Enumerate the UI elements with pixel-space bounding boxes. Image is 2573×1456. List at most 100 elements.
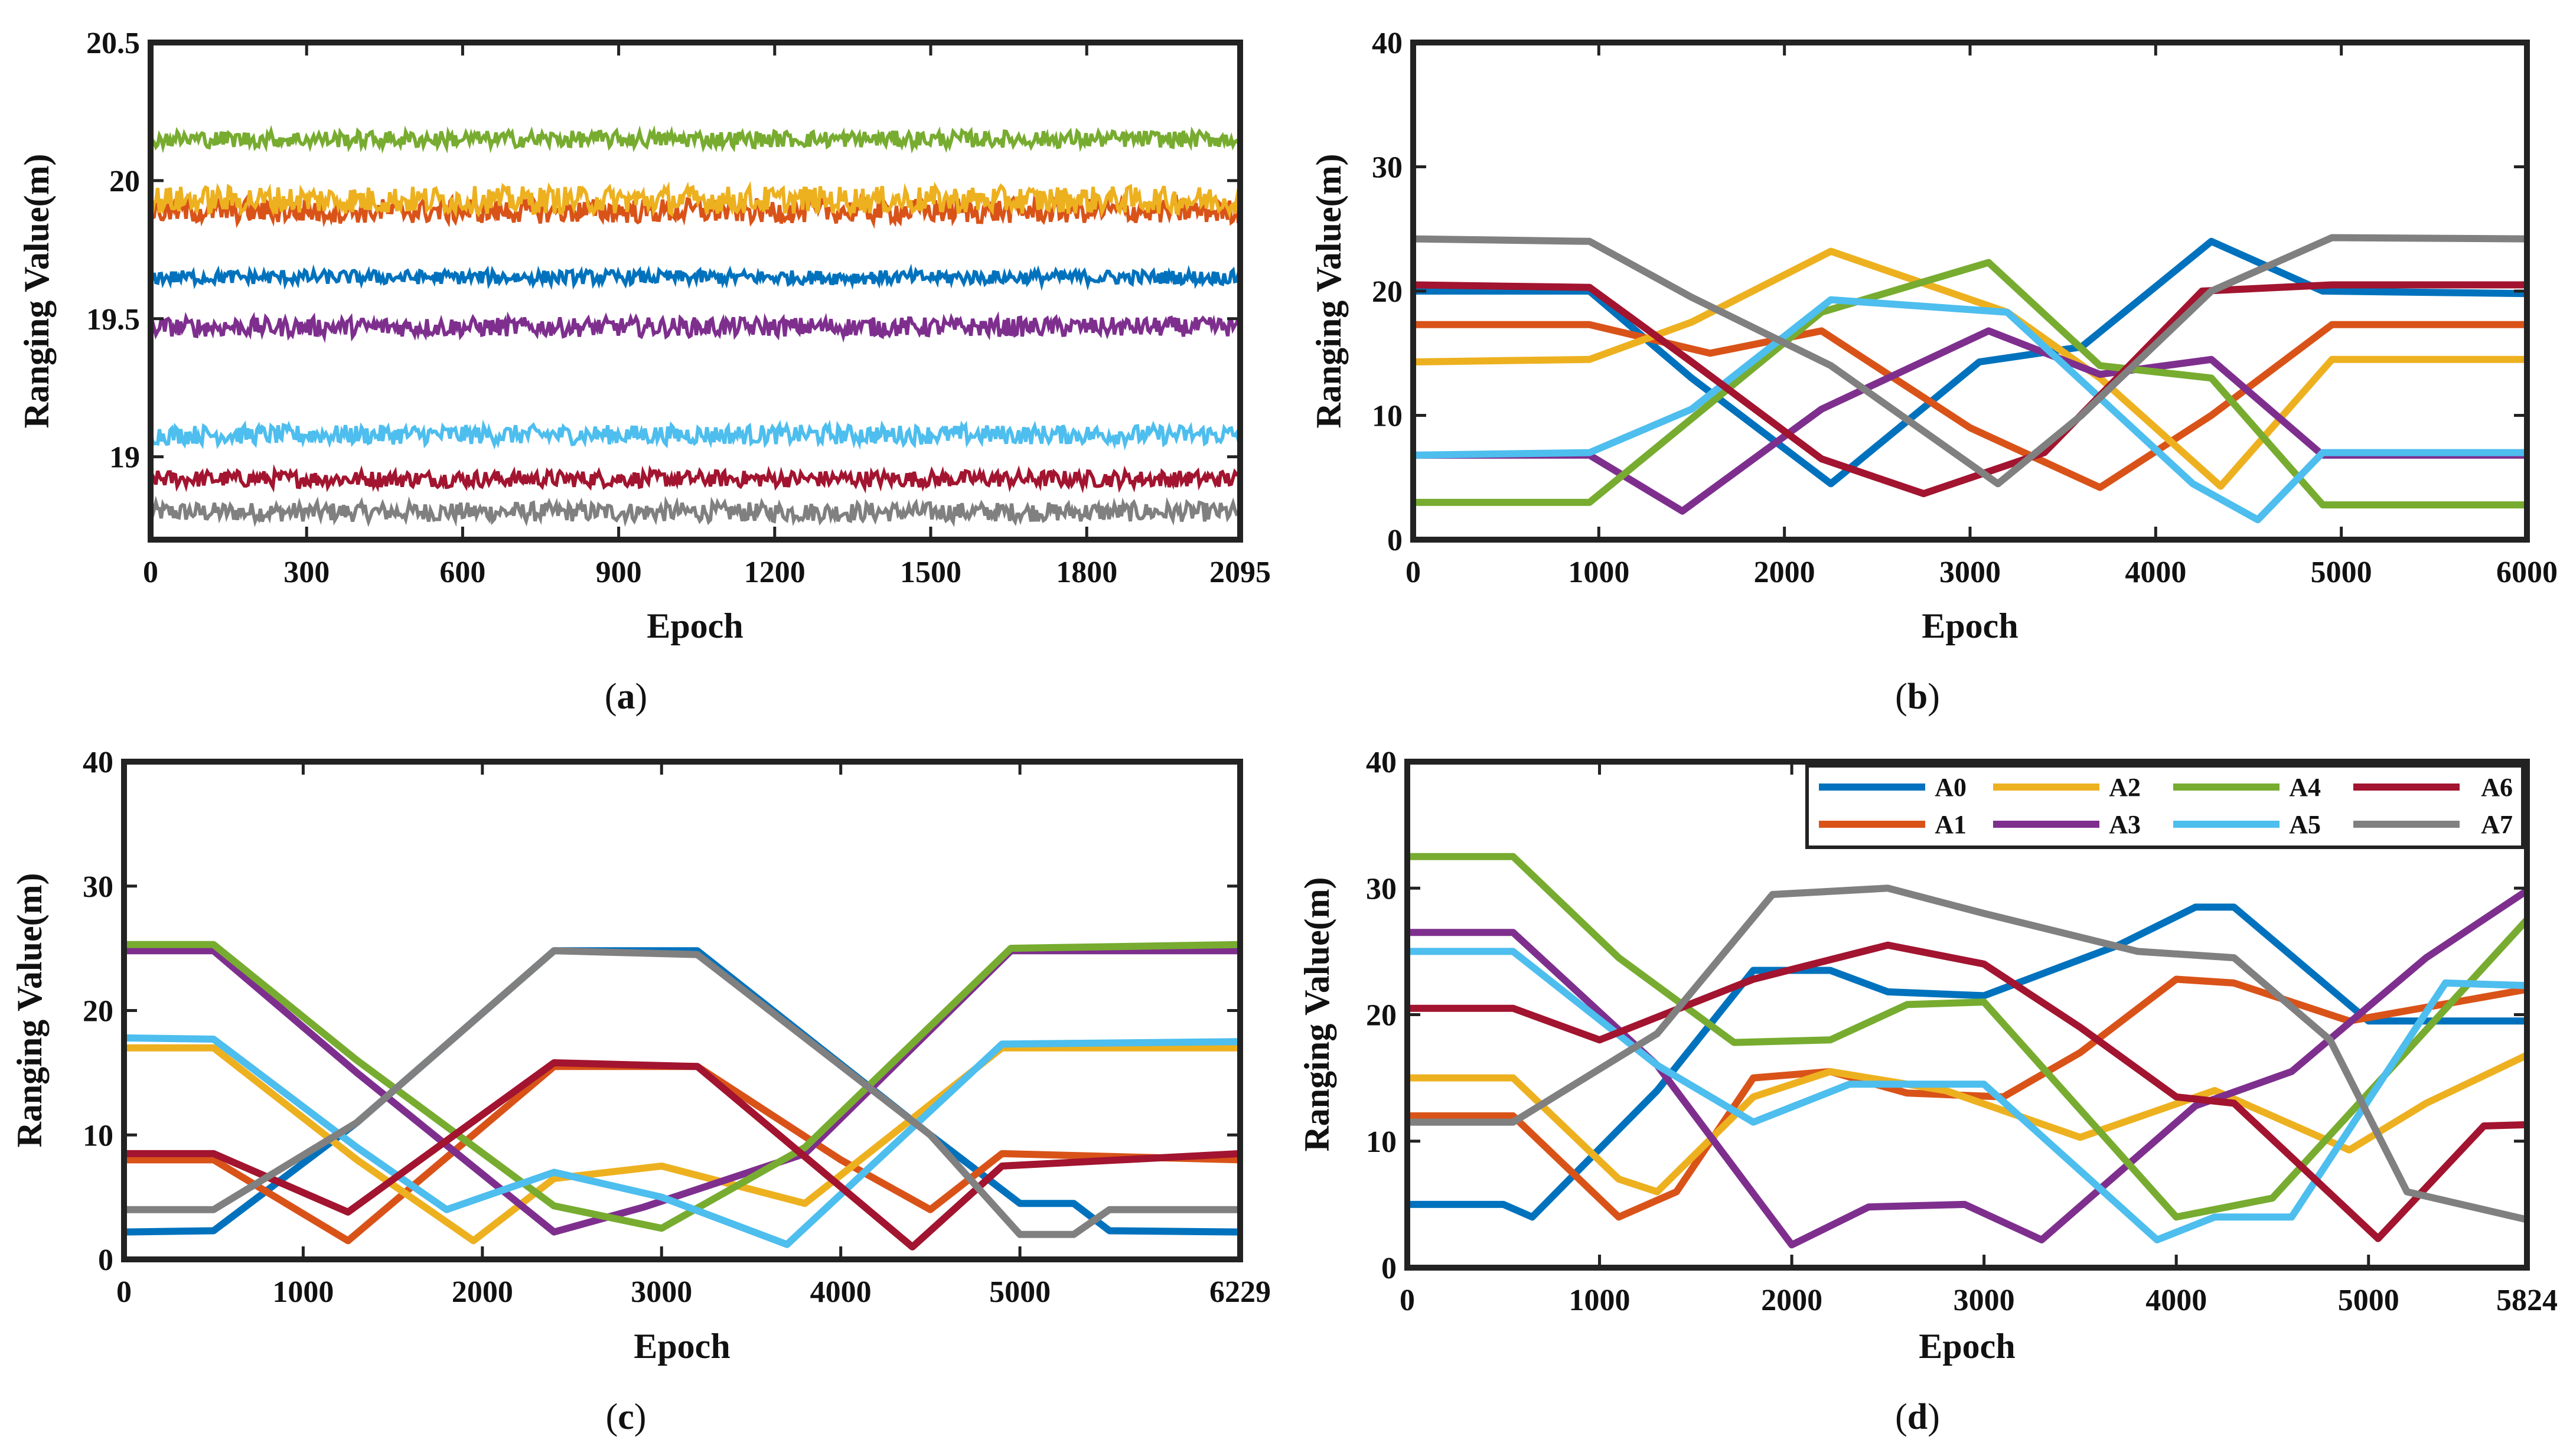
panel-b-xtick-label: 3000 xyxy=(1939,556,2001,589)
panel-d-series-a7 xyxy=(1407,884,2527,1223)
panel-d-caption-letter: d xyxy=(1907,1397,1928,1437)
panel-d-series-a4 xyxy=(1407,853,2527,1221)
panel-a-xtick-label: 1200 xyxy=(744,556,806,589)
panel-a-ytick-label: 19.5 xyxy=(86,303,140,337)
panel-b-caption-letter: b xyxy=(1907,677,1928,717)
panel-c-caption-open: ( xyxy=(606,1397,618,1437)
panel-c: 0 10 20 30 40 0 1000 2000 3000 4000 5000 6229 Epoc… xyxy=(10,746,1271,1437)
panel-b-ylabel: Ranging Value(m) xyxy=(1309,154,1348,428)
panel-a-xtick-label: 1500 xyxy=(900,556,961,589)
legend-label-a4: A4 xyxy=(2289,773,2321,802)
panel-c-ytick-label: 30 xyxy=(83,870,113,904)
panel-b: 0 10 20 30 40 0 1000 2000 3000 4000 5000 6000 Epoc… xyxy=(1309,27,2558,717)
panel-a-series-a6 xyxy=(151,464,1240,494)
panel-b-series xyxy=(1413,234,2527,524)
legend-item-a5: A5 xyxy=(2173,810,2321,839)
legend-item-a0: A0 xyxy=(1819,773,1967,802)
panel-c-caption: (c) xyxy=(606,1397,647,1437)
panel-a-caption-close: ) xyxy=(635,677,648,717)
panel-c-ytick-label: 20 xyxy=(83,995,113,1029)
panel-a-series-a5 xyxy=(151,419,1240,451)
panel-c-xtick-label: 0 xyxy=(116,1275,132,1309)
panel-d-xlabel: Epoch xyxy=(1919,1327,2015,1366)
panel-a-xtick-label: 2095 xyxy=(1209,556,1271,589)
legend-item-a3: A3 xyxy=(1993,810,2141,839)
panel-c-series-a4 xyxy=(124,941,1240,1232)
panel-b-xtick-label: 6000 xyxy=(2496,556,2558,589)
panel-b-xtick-label: 2000 xyxy=(1754,556,1815,589)
panel-b-series-a6 xyxy=(1413,281,2527,498)
panel-b-xlabel: Epoch xyxy=(1922,606,2018,645)
legend: A0 A2 A4 A6 A1 A3 xyxy=(1805,764,2525,849)
panel-d-xtick-label: 2000 xyxy=(1761,1284,1822,1317)
panel-b-caption-close: ) xyxy=(1928,677,1940,717)
panel-b-series-a0 xyxy=(1413,237,2527,488)
panel-b-xtick-label: 5000 xyxy=(2311,556,2372,589)
panel-a-series-a7 xyxy=(151,495,1240,527)
panel-a-xtick-label: 600 xyxy=(439,556,485,589)
panel-c-xtick-label: 4000 xyxy=(810,1275,872,1309)
panel-a-series-a0 xyxy=(151,263,1240,291)
panel-a-series-a4 xyxy=(151,125,1240,154)
panel-b-xtick-label: 0 xyxy=(1405,556,1421,589)
panel-d-ytick-label: 40 xyxy=(1366,746,1397,779)
panel-d-xtick-label: 1000 xyxy=(1569,1284,1630,1317)
legend-item-a6: A6 xyxy=(2353,773,2513,802)
panel-c-ytick-label: 40 xyxy=(83,746,113,779)
panel-b-yticks: 0 10 20 30 40 xyxy=(1372,27,2527,557)
panel-c-series-a5 xyxy=(124,1034,1240,1248)
panel-b-xtick-label: 1000 xyxy=(1568,556,1629,589)
legend-label-a5: A5 xyxy=(2289,810,2321,839)
panel-a-caption: (a) xyxy=(605,677,647,717)
panel-b-series-a4 xyxy=(1413,259,2527,509)
legend-label-a2: A2 xyxy=(2109,773,2141,802)
panel-b-ytick-label: 20 xyxy=(1372,275,1403,309)
panel-c-xticks: 0 1000 2000 3000 4000 5000 6229 xyxy=(116,762,1271,1309)
panel-a-xtick-label: 300 xyxy=(283,556,330,589)
panel-b-series-a7 xyxy=(1413,234,2527,488)
panel-d-xtick-label: 5824 xyxy=(2496,1284,2558,1317)
panel-d-xticks: 0 1000 2000 3000 4000 5000 5824 xyxy=(1400,762,2558,1317)
panel-a-ytick-label: 19 xyxy=(109,441,140,475)
panel-b-xtick-label: 4000 xyxy=(2125,556,2186,589)
legend-box xyxy=(1805,764,2525,849)
panel-d-caption: (d) xyxy=(1895,1397,1940,1437)
panel-c-xlabel: Epoch xyxy=(634,1327,730,1366)
panel-a-series-a3 xyxy=(151,311,1240,344)
panel-b-series-a1 xyxy=(1413,321,2527,491)
legend-label-a1: A1 xyxy=(1935,810,1967,839)
panel-a-series xyxy=(151,125,1240,527)
panel-d-caption-open: ( xyxy=(1895,1397,1907,1437)
panel-a-xtick-label: 1800 xyxy=(1056,556,1117,589)
legend-item-a2: A2 xyxy=(1993,773,2141,802)
panel-a-xticks: 0 300 600 900 1200 1500 1800 2095 xyxy=(143,43,1271,589)
panel-c-yticks: 0 10 20 30 40 xyxy=(83,746,1240,1277)
panel-c-xtick-label: 1000 xyxy=(272,1275,334,1309)
legend-item-a4: A4 xyxy=(2173,773,2321,802)
panel-d: 0 10 20 30 40 0 1000 2000 3000 4000 5000 5824 Epoc… xyxy=(1297,746,2558,1437)
panel-a-plot-frame xyxy=(148,40,1243,543)
panel-d-ytick-label: 0 xyxy=(1381,1252,1397,1285)
panel-d-ylabel: Ranging Value(m) xyxy=(1297,877,1336,1151)
panel-d-xtick-label: 0 xyxy=(1400,1284,1415,1317)
panel-a-caption-open: ( xyxy=(605,677,617,717)
panel-a-yticks: 19 19.5 20 20.5 xyxy=(86,27,1240,475)
panel-c-ytick-label: 0 xyxy=(98,1243,113,1277)
panel-c-xtick-label: 3000 xyxy=(631,1275,692,1309)
panel-b-ytick-label: 30 xyxy=(1372,151,1403,185)
panel-d-series-a3 xyxy=(1407,887,2527,1249)
panel-a-caption-letter: a xyxy=(617,677,635,717)
panel-b-xticks: 0 1000 2000 3000 4000 5000 6000 xyxy=(1405,43,2558,589)
panel-d-series-a1 xyxy=(1407,975,2527,1221)
panel-d-yticks: 0 10 20 30 40 xyxy=(1366,746,2527,1285)
panel-c-series xyxy=(124,941,1240,1251)
panel-c-series-a2 xyxy=(124,1044,1240,1245)
panel-c-ytick-label: 10 xyxy=(83,1119,113,1153)
panel-c-xtick-label: 5000 xyxy=(989,1275,1051,1309)
panel-d-xtick-label: 3000 xyxy=(1954,1284,2015,1317)
panel-d-xtick-label: 5000 xyxy=(2338,1284,2399,1317)
panel-d-ytick-label: 30 xyxy=(1366,872,1397,906)
panel-c-series-a6 xyxy=(124,1059,1240,1251)
